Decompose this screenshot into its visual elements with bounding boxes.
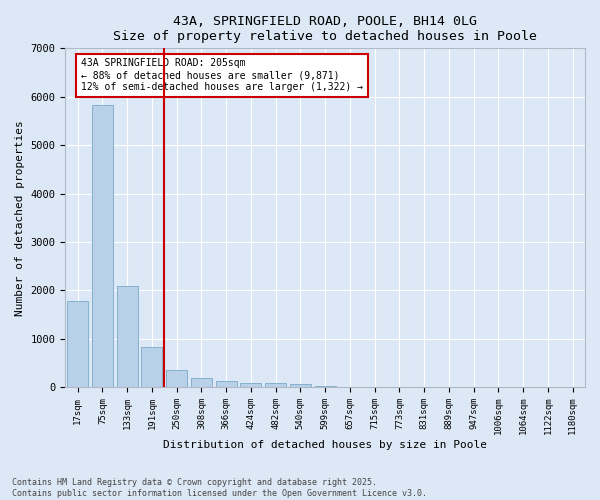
Bar (215, 382, 236, 387)
Bar (116, 286, 137, 387)
Bar (314, 386, 335, 387)
Bar (67, 301, 88, 387)
X-axis label: Distribution of detached houses by size in Poole: Distribution of detached houses by size … (163, 440, 487, 450)
Bar (92, 106, 113, 387)
Bar (290, 384, 311, 387)
Title: 43A, SPRINGFIELD ROAD, POOLE, BH14 0LG
Size of property relative to detached hou: 43A, SPRINGFIELD ROAD, POOLE, BH14 0LG S… (113, 15, 537, 43)
Bar (241, 382, 262, 387)
Text: 43A SPRINGFIELD ROAD: 205sqm
← 88% of detached houses are smaller (9,871)
12% of: 43A SPRINGFIELD ROAD: 205sqm ← 88% of de… (81, 58, 363, 92)
Bar (265, 383, 286, 387)
Y-axis label: Number of detached properties: Number of detached properties (15, 120, 25, 316)
Text: Contains HM Land Registry data © Crown copyright and database right 2025.
Contai: Contains HM Land Registry data © Crown c… (12, 478, 427, 498)
Bar (166, 370, 187, 387)
Bar (142, 348, 163, 387)
Bar (191, 378, 212, 387)
